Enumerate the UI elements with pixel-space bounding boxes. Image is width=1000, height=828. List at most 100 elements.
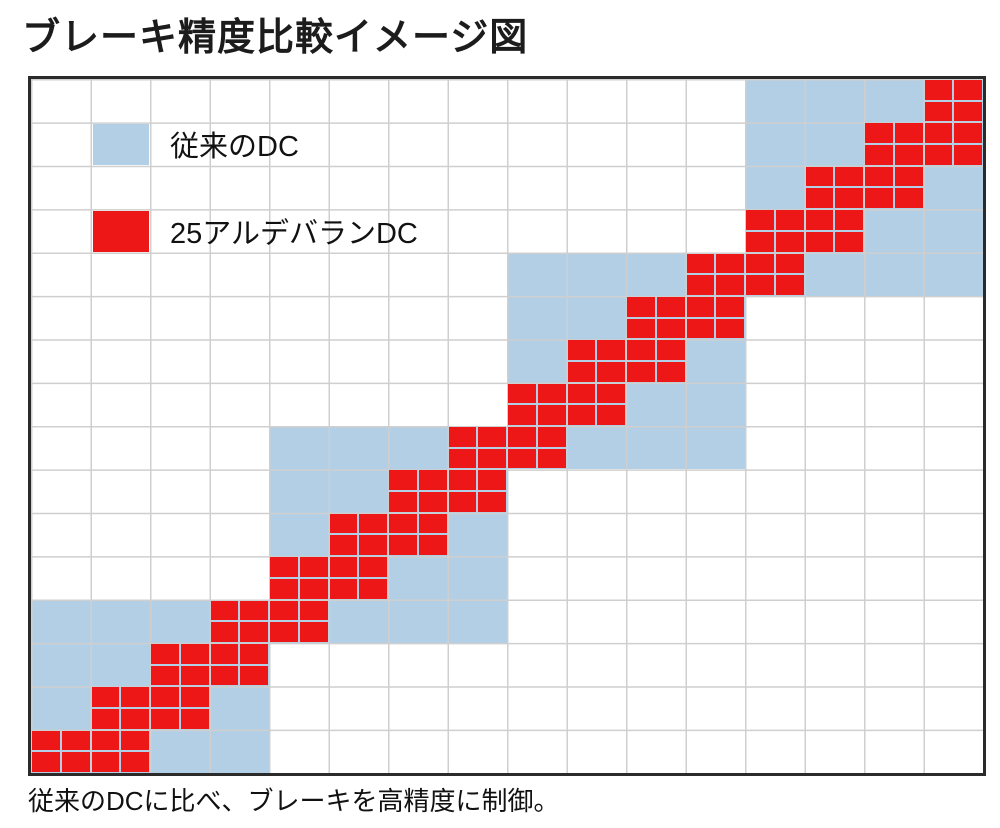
aldebaran-dc-cell — [537, 404, 567, 426]
aldebaran-dc-cell — [715, 318, 745, 340]
aldebaran-dc-cell — [626, 318, 656, 340]
aldebaran-dc-cell — [91, 730, 121, 752]
red-cells-layer — [31, 79, 983, 773]
aldebaran-dc-cell — [329, 578, 359, 600]
aldebaran-dc-cell — [864, 187, 894, 209]
aldebaran-dc-cell — [180, 665, 210, 687]
aldebaran-dc-cell — [834, 209, 864, 231]
aldebaran-dc-cell — [775, 253, 805, 275]
aldebaran-dc-cell — [894, 122, 924, 144]
aldebaran-dc-cell — [150, 665, 180, 687]
aldebaran-dc-cell — [477, 426, 507, 448]
aldebaran-dc-cell — [745, 274, 775, 296]
aldebaran-dc-cell — [150, 643, 180, 665]
legend-label-conventional-dc: 従来のDC — [170, 131, 299, 164]
aldebaran-dc-cell — [329, 556, 359, 578]
aldebaran-dc-cell — [91, 708, 121, 730]
aldebaran-dc-cell — [448, 426, 478, 448]
aldebaran-dc-cell — [834, 166, 864, 188]
aldebaran-dc-cell — [924, 144, 954, 166]
aldebaran-dc-cell — [388, 534, 418, 556]
aldebaran-dc-cell — [507, 448, 537, 470]
aldebaran-dc-cell — [388, 469, 418, 491]
aldebaran-dc-cell — [686, 253, 716, 275]
aldebaran-dc-cell — [269, 621, 299, 643]
aldebaran-dc-cell — [596, 383, 626, 405]
aldebaran-dc-cell — [507, 383, 537, 405]
aldebaran-dc-cell — [507, 426, 537, 448]
aldebaran-dc-cell — [31, 751, 61, 773]
aldebaran-dc-cell — [745, 231, 775, 253]
aldebaran-dc-cell — [180, 708, 210, 730]
aldebaran-dc-cell — [924, 122, 954, 144]
aldebaran-dc-cell — [805, 187, 835, 209]
aldebaran-dc-cell — [596, 339, 626, 361]
legend-swatch-conventional-dc — [92, 124, 149, 165]
aldebaran-dc-cell — [805, 209, 835, 231]
aldebaran-dc-cell — [477, 448, 507, 470]
comparison-chart: 従来のDC 25アルデバランDC — [28, 76, 986, 776]
aldebaran-dc-cell — [775, 274, 805, 296]
aldebaran-dc-cell — [358, 534, 388, 556]
aldebaran-dc-cell — [775, 209, 805, 231]
aldebaran-dc-cell — [894, 144, 924, 166]
aldebaran-dc-cell — [567, 383, 597, 405]
aldebaran-dc-cell — [924, 101, 954, 123]
aldebaran-dc-cell — [120, 730, 150, 752]
aldebaran-dc-cell — [864, 166, 894, 188]
aldebaran-dc-cell — [953, 101, 983, 123]
aldebaran-dc-cell — [656, 339, 686, 361]
aldebaran-dc-cell — [656, 361, 686, 383]
aldebaran-dc-cell — [864, 122, 894, 144]
aldebaran-dc-cell — [834, 187, 864, 209]
aldebaran-dc-cell — [418, 534, 448, 556]
aldebaran-dc-cell — [477, 491, 507, 513]
aldebaran-dc-cell — [91, 686, 121, 708]
aldebaran-dc-cell — [686, 274, 716, 296]
aldebaran-dc-cell — [864, 144, 894, 166]
aldebaran-dc-cell — [150, 708, 180, 730]
aldebaran-dc-cell — [150, 686, 180, 708]
aldebaran-dc-cell — [477, 469, 507, 491]
aldebaran-dc-cell — [269, 600, 299, 622]
aldebaran-dc-cell — [745, 209, 775, 231]
aldebaran-dc-cell — [924, 79, 954, 101]
aldebaran-dc-cell — [120, 686, 150, 708]
aldebaran-dc-cell — [210, 665, 240, 687]
aldebaran-dc-cell — [715, 296, 745, 318]
aldebaran-dc-cell — [953, 122, 983, 144]
aldebaran-dc-cell — [329, 534, 359, 556]
aldebaran-dc-cell — [31, 730, 61, 752]
aldebaran-dc-cell — [805, 231, 835, 253]
aldebaran-dc-cell — [418, 513, 448, 535]
aldebaran-dc-cell — [210, 600, 240, 622]
aldebaran-dc-cell — [626, 361, 656, 383]
aldebaran-dc-cell — [953, 79, 983, 101]
aldebaran-dc-cell — [299, 600, 329, 622]
aldebaran-dc-cell — [448, 469, 478, 491]
aldebaran-dc-cell — [299, 556, 329, 578]
aldebaran-dc-cell — [239, 621, 269, 643]
aldebaran-dc-cell — [596, 361, 626, 383]
aldebaran-dc-cell — [239, 643, 269, 665]
aldebaran-dc-cell — [120, 708, 150, 730]
aldebaran-dc-cell — [418, 469, 448, 491]
aldebaran-dc-cell — [91, 751, 121, 773]
aldebaran-dc-cell — [358, 556, 388, 578]
aldebaran-dc-cell — [567, 339, 597, 361]
aldebaran-dc-cell — [120, 751, 150, 773]
aldebaran-dc-cell — [299, 578, 329, 600]
aldebaran-dc-cell — [626, 339, 656, 361]
aldebaran-dc-cell — [388, 491, 418, 513]
aldebaran-dc-cell — [180, 686, 210, 708]
aldebaran-dc-cell — [715, 274, 745, 296]
aldebaran-dc-cell — [507, 404, 537, 426]
aldebaran-dc-cell — [686, 296, 716, 318]
aldebaran-dc-cell — [61, 730, 91, 752]
aldebaran-dc-cell — [269, 556, 299, 578]
aldebaran-dc-cell — [299, 621, 329, 643]
aldebaran-dc-cell — [537, 426, 567, 448]
aldebaran-dc-cell — [656, 296, 686, 318]
aldebaran-dc-cell — [448, 491, 478, 513]
aldebaran-dc-cell — [537, 448, 567, 470]
